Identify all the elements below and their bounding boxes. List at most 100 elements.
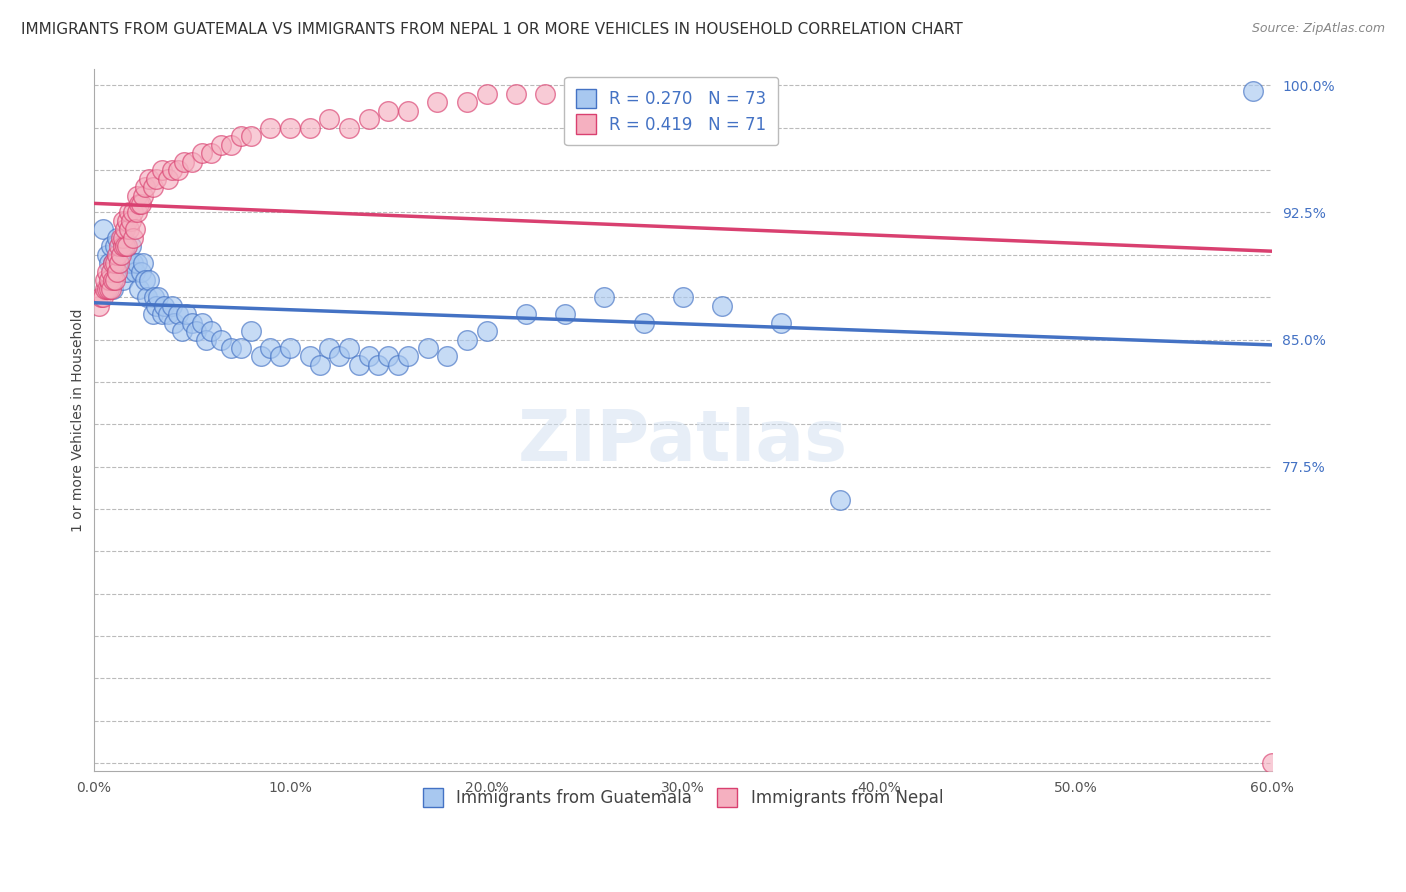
- Point: [770, 316, 793, 330]
- Text: ZIPatlas: ZIPatlas: [517, 407, 848, 475]
- Point: [112, 231, 135, 245]
- Point: [108, 239, 131, 253]
- Point: [138, 273, 160, 287]
- Point: [830, 493, 852, 508]
- Point: [122, 256, 145, 270]
- Point: [173, 154, 195, 169]
- Point: [367, 358, 389, 372]
- Point: [94, 282, 117, 296]
- Point: [515, 307, 537, 321]
- Point: [120, 239, 142, 253]
- Point: [122, 205, 145, 219]
- Point: [167, 307, 190, 321]
- Point: [318, 112, 340, 127]
- Point: [426, 95, 449, 110]
- Point: [672, 290, 695, 304]
- Point: [150, 307, 173, 321]
- Point: [157, 307, 180, 321]
- Point: [190, 316, 212, 330]
- Point: [96, 282, 118, 296]
- Point: [249, 350, 271, 364]
- Point: [124, 222, 146, 236]
- Point: [118, 222, 141, 236]
- Point: [120, 214, 142, 228]
- Point: [180, 154, 202, 169]
- Point: [593, 290, 616, 304]
- Point: [115, 239, 138, 253]
- Point: [131, 256, 153, 270]
- Point: [104, 273, 127, 287]
- Point: [259, 341, 281, 355]
- Point: [269, 350, 291, 364]
- Point: [118, 205, 141, 219]
- Point: [278, 341, 301, 355]
- Point: [259, 120, 281, 135]
- Point: [105, 265, 128, 279]
- Point: [711, 299, 734, 313]
- Point: [108, 256, 131, 270]
- Point: [125, 256, 148, 270]
- Point: [633, 316, 655, 330]
- Point: [90, 290, 112, 304]
- Point: [505, 87, 527, 101]
- Point: [456, 333, 478, 347]
- Y-axis label: 1 or more Vehicles in Household: 1 or more Vehicles in Household: [72, 309, 86, 532]
- Point: [377, 350, 399, 364]
- Point: [475, 324, 498, 338]
- Point: [100, 282, 122, 296]
- Point: [347, 358, 370, 372]
- Point: [124, 265, 146, 279]
- Point: [337, 341, 360, 355]
- Point: [141, 307, 163, 321]
- Point: [114, 239, 136, 253]
- Point: [377, 103, 399, 118]
- Point: [112, 256, 135, 270]
- Point: [194, 333, 217, 347]
- Point: [103, 256, 125, 270]
- Point: [1261, 756, 1284, 770]
- Point: [100, 239, 122, 253]
- Point: [190, 146, 212, 161]
- Point: [138, 171, 160, 186]
- Point: [318, 341, 340, 355]
- Point: [157, 171, 180, 186]
- Point: [125, 205, 148, 219]
- Point: [105, 248, 128, 262]
- Point: [100, 265, 122, 279]
- Point: [93, 290, 115, 304]
- Point: [103, 273, 125, 287]
- Point: [112, 273, 135, 287]
- Point: [141, 180, 163, 194]
- Point: [160, 299, 183, 313]
- Point: [239, 129, 262, 144]
- Point: [129, 265, 152, 279]
- Point: [128, 282, 150, 296]
- Point: [613, 87, 636, 101]
- Point: [1241, 83, 1264, 97]
- Legend: Immigrants from Guatemala, Immigrants from Nepal: Immigrants from Guatemala, Immigrants fr…: [415, 780, 952, 816]
- Point: [89, 299, 111, 313]
- Point: [209, 333, 232, 347]
- Point: [148, 290, 170, 304]
- Point: [229, 341, 252, 355]
- Point: [108, 256, 131, 270]
- Text: IMMIGRANTS FROM GUATEMALA VS IMMIGRANTS FROM NEPAL 1 OR MORE VEHICLES IN HOUSEHO: IMMIGRANTS FROM GUATEMALA VS IMMIGRANTS …: [21, 22, 963, 37]
- Point: [357, 112, 380, 127]
- Point: [98, 282, 121, 296]
- Point: [163, 316, 186, 330]
- Point: [122, 231, 145, 245]
- Point: [298, 120, 321, 135]
- Point: [94, 273, 117, 287]
- Point: [128, 197, 150, 211]
- Point: [180, 316, 202, 330]
- Point: [416, 341, 439, 355]
- Point: [98, 273, 121, 287]
- Text: Source: ZipAtlas.com: Source: ZipAtlas.com: [1251, 22, 1385, 36]
- Point: [145, 171, 167, 186]
- Point: [357, 350, 380, 364]
- Point: [104, 256, 127, 270]
- Point: [328, 350, 350, 364]
- Point: [396, 350, 419, 364]
- Point: [114, 248, 136, 262]
- Point: [200, 324, 222, 338]
